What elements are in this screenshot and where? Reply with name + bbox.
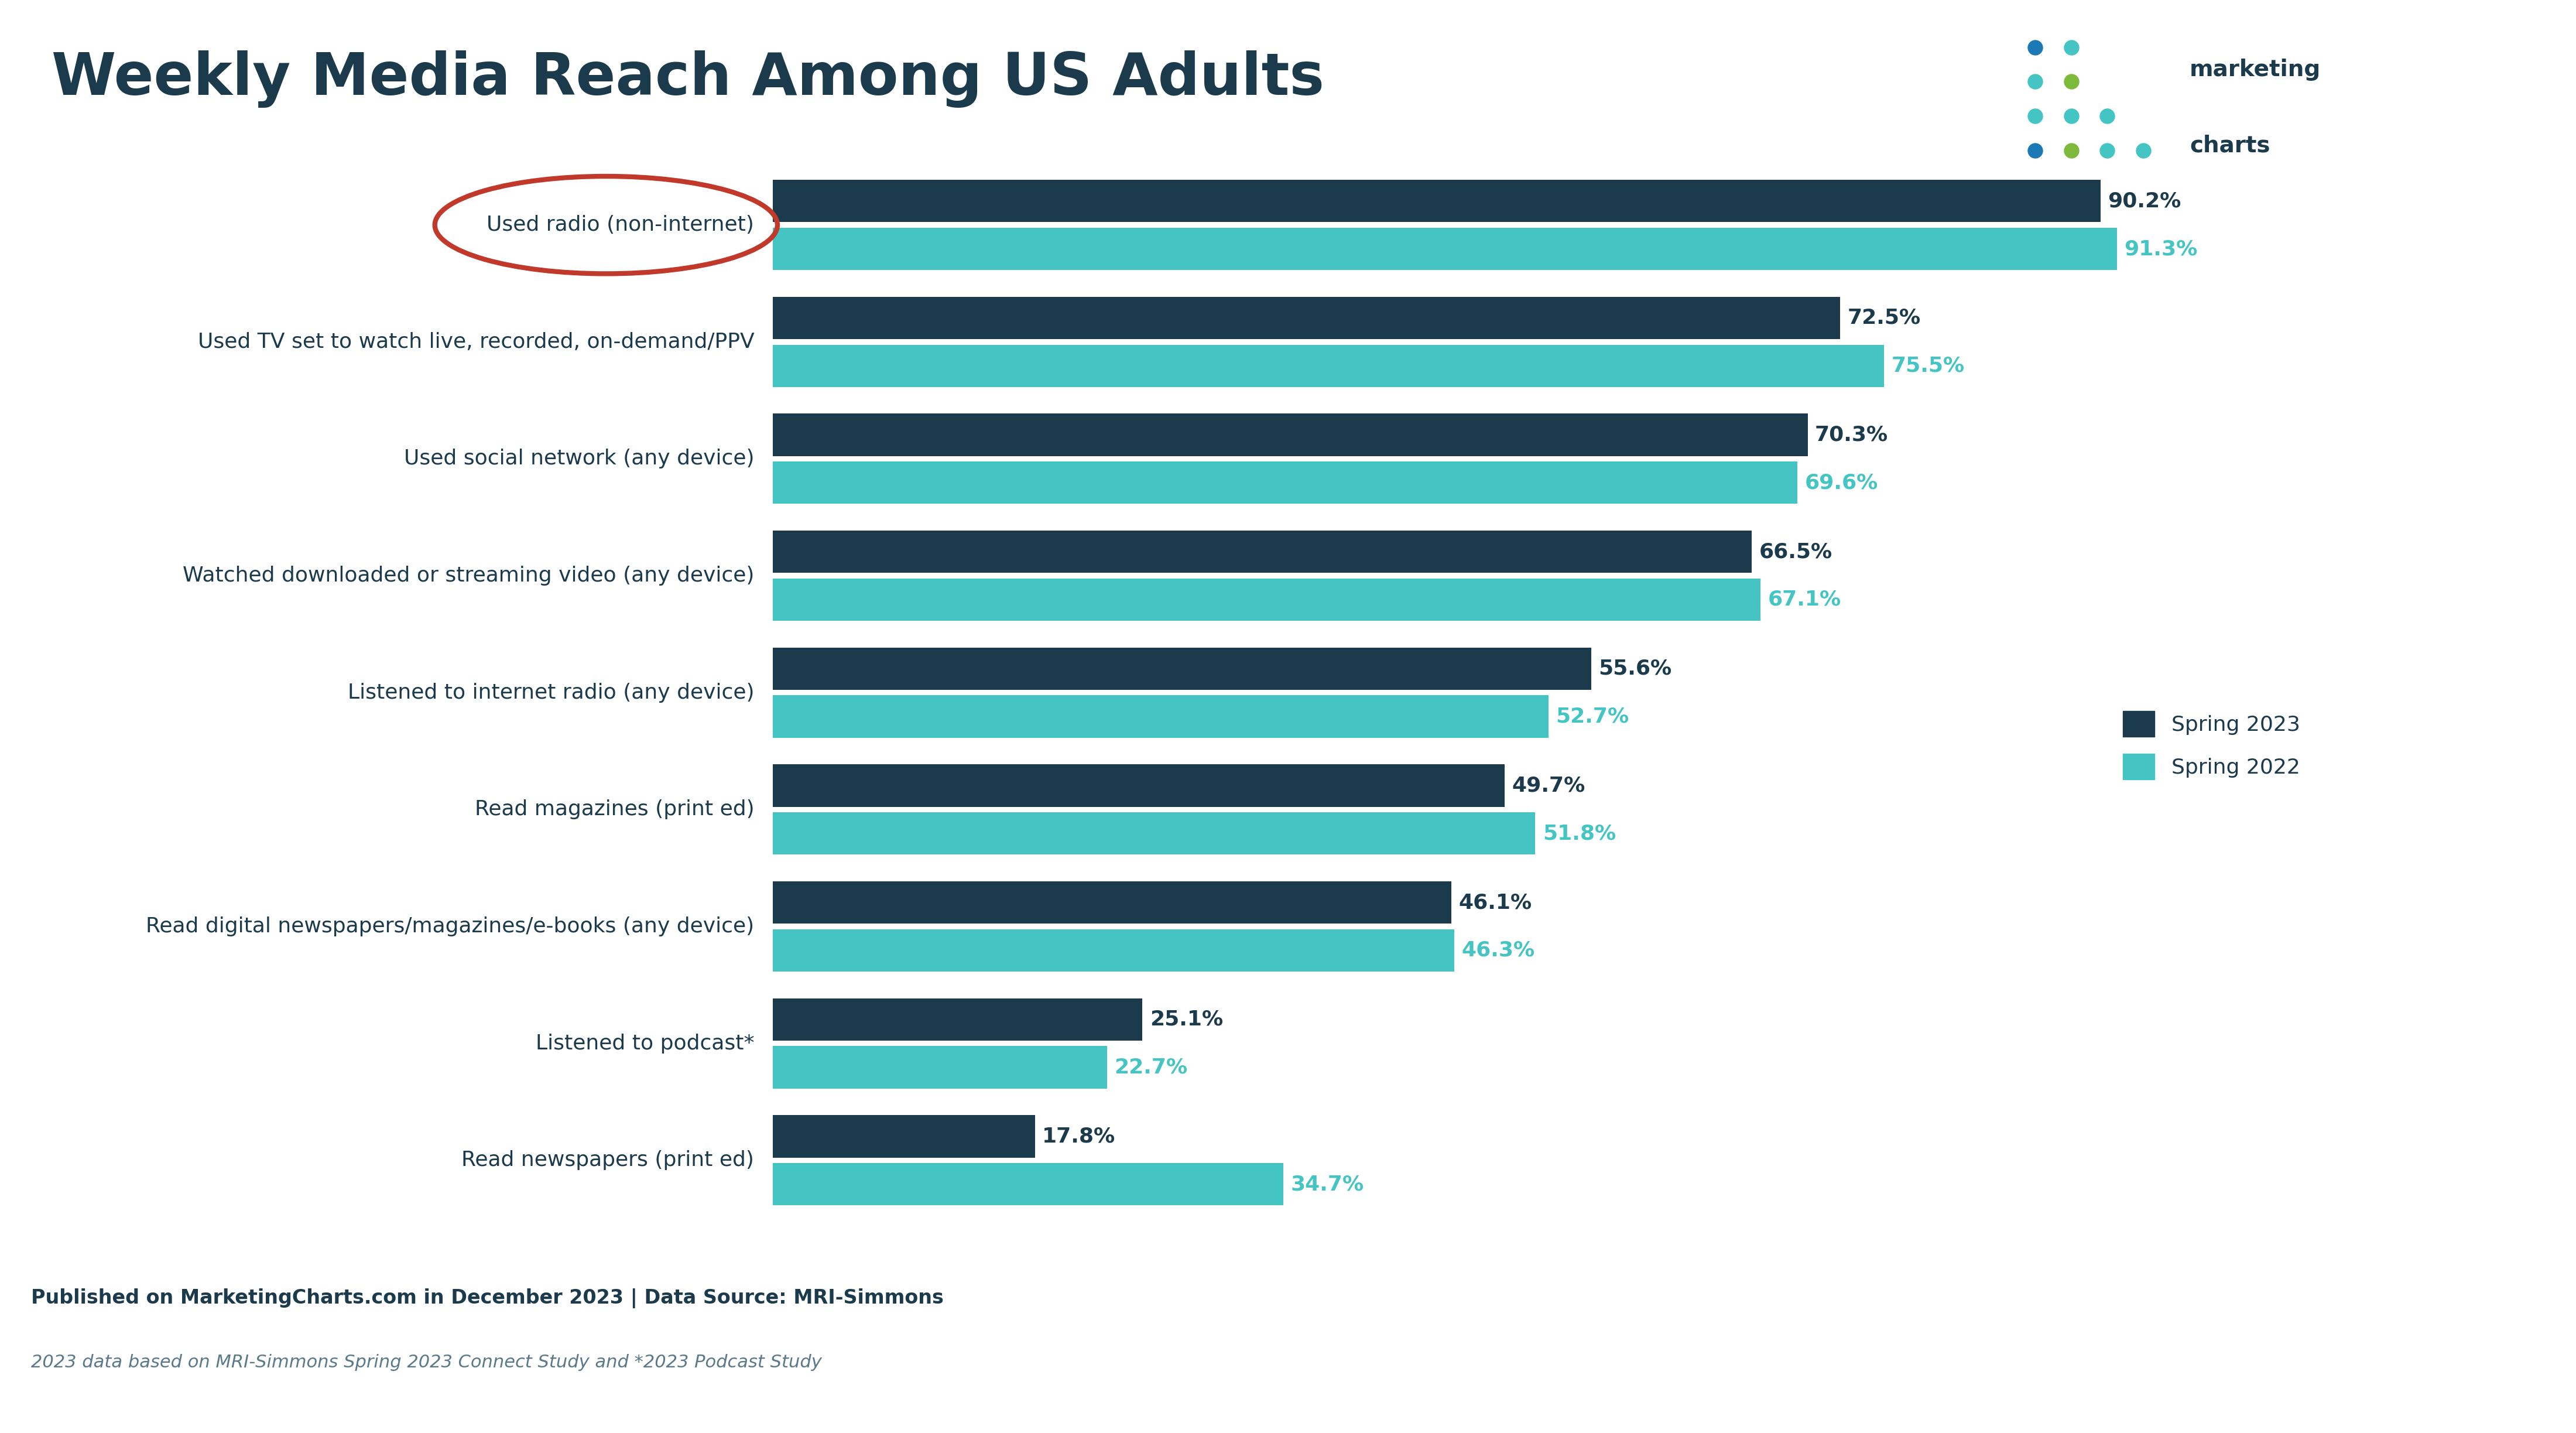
Legend: Spring 2023, Spring 2022: Spring 2023, Spring 2022	[2123, 711, 2300, 780]
Bar	[773, 813, 1535, 854]
Text: 55.6%: 55.6%	[1600, 659, 1672, 679]
Bar	[773, 181, 2099, 222]
Text: 34.7%: 34.7%	[1291, 1174, 1365, 1194]
Text: Watched downloaded or streaming video (any device): Watched downloaded or streaming video (a…	[183, 566, 755, 586]
Text: 70.3%: 70.3%	[1816, 426, 1888, 444]
Text: Listened to podcast*: Listened to podcast*	[536, 1033, 755, 1053]
Text: Used radio (non-internet): Used radio (non-internet)	[487, 215, 755, 235]
Text: 75.5%: 75.5%	[1891, 355, 1965, 375]
Text: 46.3%: 46.3%	[1461, 940, 1535, 960]
Bar	[773, 530, 1752, 573]
Bar	[773, 461, 1798, 504]
Bar	[773, 929, 1455, 972]
Text: 17.8%: 17.8%	[1043, 1126, 1115, 1146]
Bar	[773, 345, 1883, 387]
Text: 72.5%: 72.5%	[1847, 308, 1922, 328]
Text: 46.1%: 46.1%	[1458, 893, 1533, 913]
Text: 25.1%: 25.1%	[1149, 1009, 1224, 1029]
Text: 90.2%: 90.2%	[2107, 191, 2182, 211]
Text: 69.6%: 69.6%	[1806, 473, 1878, 493]
Bar	[773, 999, 1141, 1040]
Text: 91.3%: 91.3%	[2125, 239, 2197, 259]
Bar	[773, 579, 1759, 620]
Bar	[773, 297, 1839, 340]
Text: Read magazines (print ed): Read magazines (print ed)	[474, 800, 755, 820]
Text: Read newspapers (print ed): Read newspapers (print ed)	[461, 1151, 755, 1171]
Text: 2023 data based on MRI-Simmons Spring 2023 Connect Study and *2023 Podcast Study: 2023 data based on MRI-Simmons Spring 20…	[31, 1354, 822, 1371]
Bar	[773, 1046, 1108, 1089]
Text: 52.7%: 52.7%	[1556, 706, 1628, 727]
Text: 66.5%: 66.5%	[1759, 542, 1832, 562]
Bar	[773, 228, 2117, 269]
Bar	[773, 414, 1808, 456]
Bar	[773, 881, 1450, 924]
Bar	[773, 1115, 1036, 1158]
Text: Used TV set to watch live, recorded, on-demand/PPV: Used TV set to watch live, recorded, on-…	[198, 332, 755, 353]
Text: marketing: marketing	[2190, 59, 2321, 80]
Text: charts: charts	[2190, 135, 2269, 156]
Text: Weekly Media Reach Among US Adults: Weekly Media Reach Among US Adults	[52, 50, 1324, 107]
Text: Read digital newspapers/magazines/e-books (any device): Read digital newspapers/magazines/e-book…	[147, 917, 755, 936]
Bar	[773, 764, 1504, 807]
Bar	[773, 648, 1592, 689]
Text: 49.7%: 49.7%	[1512, 775, 1584, 795]
Text: 51.8%: 51.8%	[1543, 824, 1615, 844]
Text: 22.7%: 22.7%	[1115, 1058, 1188, 1078]
Bar	[773, 695, 1548, 738]
Text: Published on MarketingCharts.com in December 2023 | Data Source: MRI-Simmons: Published on MarketingCharts.com in Dece…	[31, 1288, 943, 1308]
Text: Listened to internet radio (any device): Listened to internet radio (any device)	[348, 682, 755, 702]
Text: Used social network (any device): Used social network (any device)	[404, 449, 755, 469]
Bar	[773, 1164, 1283, 1205]
Text: 67.1%: 67.1%	[1767, 590, 1842, 609]
